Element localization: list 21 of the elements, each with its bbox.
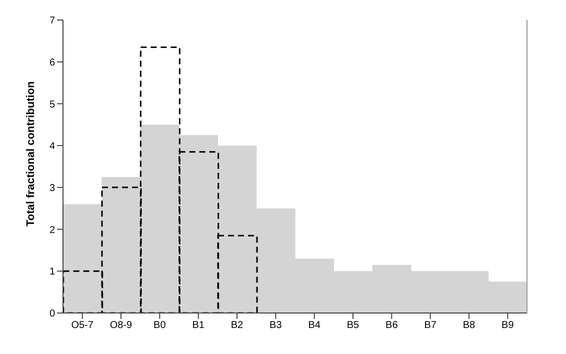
x-tick-label: B2 (230, 320, 244, 332)
x-tick-label: B8 (462, 320, 476, 332)
y-tick-label: 7 (49, 16, 56, 27)
x-tick-label: B5 (346, 320, 360, 332)
x-tick-label: B4 (308, 320, 321, 332)
y-tick-label: 2 (49, 224, 56, 236)
x-tick-label: B3 (270, 320, 282, 332)
x-tick-label: B9 (502, 320, 514, 332)
x-tick-label: B1 (192, 320, 205, 332)
x-tick-label: O5-7 (71, 320, 94, 332)
y-tick-label: 4 (49, 141, 56, 152)
x-tick-label: O8-9 (110, 320, 133, 332)
y-tick-label: 1 (49, 266, 56, 278)
y-tick-label: 0 (49, 308, 56, 320)
y-tick-label: 3 (49, 182, 56, 194)
x-tick-label: B6 (386, 320, 398, 332)
y-tick-label: 5 (49, 99, 56, 110)
x-tick-label: B0 (154, 320, 166, 332)
y-tick-label: 6 (49, 57, 56, 68)
y-axis-title: Total fractional contribution (24, 80, 37, 226)
x-tick-label: B7 (424, 320, 437, 332)
